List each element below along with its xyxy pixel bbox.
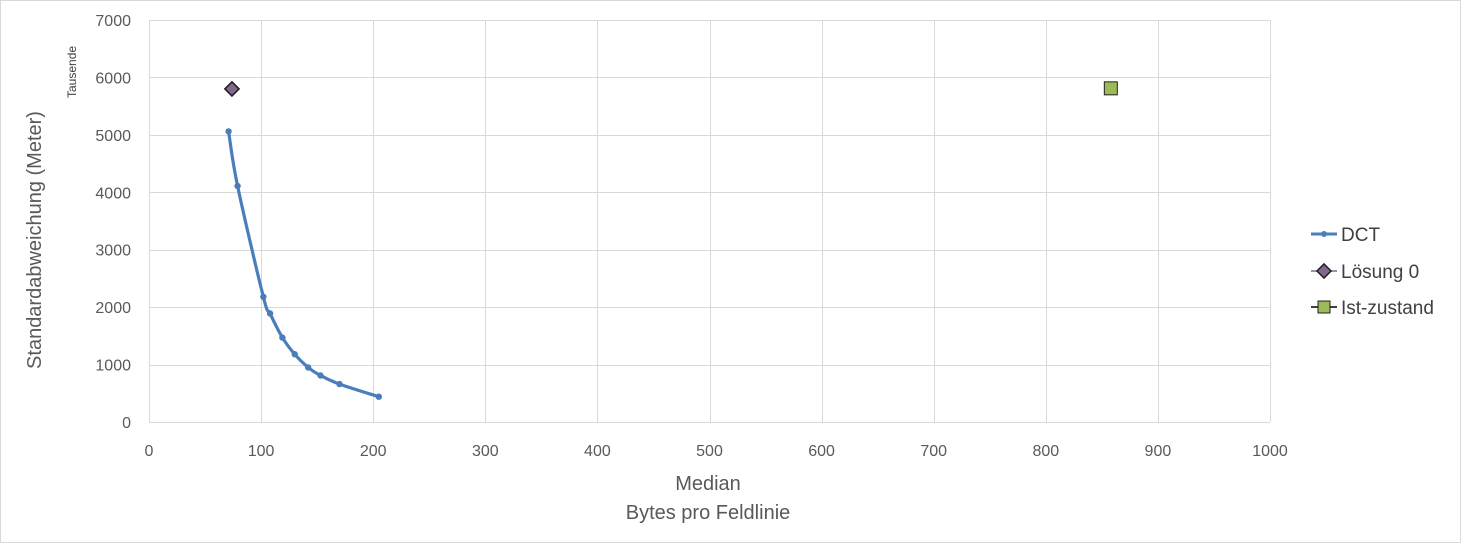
y-tick-label: 1000 xyxy=(95,358,131,375)
grid xyxy=(149,20,1271,423)
x-tick-label: 0 xyxy=(145,443,154,460)
y-tick-label: 0 xyxy=(122,415,131,432)
legend-item-dct: DCT xyxy=(1311,225,1380,246)
data-point xyxy=(291,351,298,358)
x-tick-label: 200 xyxy=(360,443,387,460)
data-point xyxy=(317,372,324,379)
data-point xyxy=(304,364,312,371)
data-point xyxy=(279,334,286,341)
y-tick-label: 7000 xyxy=(95,13,131,30)
axis-tick-labels: 0 100 200 300 400 500 600 700 800 900 1000 0 1000 200… xyxy=(95,13,1287,460)
x-tick-label: 800 xyxy=(1032,443,1059,460)
legend-item-ist-zustand: Ist-zustand xyxy=(1311,298,1434,319)
data-point xyxy=(336,380,343,388)
x-axis-subtitle: Bytes pro Feldlinie xyxy=(626,502,791,524)
series-layer xyxy=(223,80,1118,400)
x-tick-label: 600 xyxy=(808,443,835,460)
y-axis-title: Standardabweichung (Meter) xyxy=(24,111,46,369)
y-tick-label: 4000 xyxy=(95,185,131,202)
y-tick-label: 2000 xyxy=(95,300,131,317)
legend-square-marker-icon xyxy=(1317,300,1331,314)
data-point xyxy=(1103,81,1118,96)
series-line xyxy=(226,129,381,399)
data-point xyxy=(375,393,383,400)
series-0 xyxy=(225,128,383,400)
y-axis-display-units: Tausende xyxy=(65,46,79,98)
data-point xyxy=(266,310,274,317)
x-axis-title: Median xyxy=(675,473,741,495)
data-point xyxy=(260,293,267,301)
legend-circle-marker-icon xyxy=(1321,231,1327,237)
data-point xyxy=(223,80,241,98)
x-tick-label: 1000 xyxy=(1252,443,1288,460)
x-tick-label: 700 xyxy=(920,443,947,460)
data-point xyxy=(225,128,232,135)
series-1 xyxy=(223,80,241,98)
y-tick-label: 3000 xyxy=(95,243,131,260)
legend: DCT Lösung 0 Ist-zustand xyxy=(1311,225,1434,319)
legend-label-ist-zustand: Ist-zustand xyxy=(1341,298,1434,319)
x-tick-label: 300 xyxy=(472,443,499,460)
x-tick-label: 100 xyxy=(248,443,275,460)
legend-label-loesung-0: Lösung 0 xyxy=(1341,262,1419,283)
x-tick-label: 400 xyxy=(584,443,611,460)
x-tick-label: 900 xyxy=(1145,443,1172,460)
y-tick-label: 6000 xyxy=(95,70,131,87)
series-2 xyxy=(1103,81,1118,96)
legend-label-dct: DCT xyxy=(1341,225,1380,246)
legend-item-loesung-0: Lösung 0 xyxy=(1311,262,1419,283)
y-tick-label: 5000 xyxy=(95,128,131,145)
x-tick-label: 500 xyxy=(696,443,723,460)
legend-diamond-marker-icon xyxy=(1315,262,1333,280)
data-point xyxy=(234,182,241,190)
